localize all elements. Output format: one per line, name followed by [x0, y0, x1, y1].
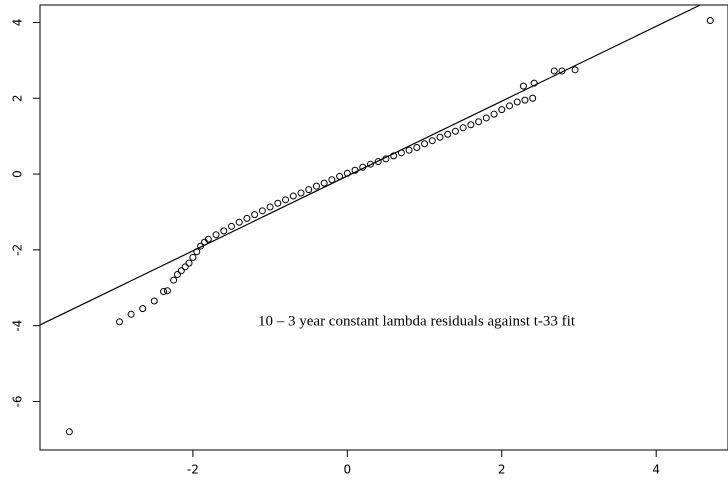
point [451, 127, 459, 135]
annotation: 10 – 3 year constant lambda residuals ag… [258, 313, 576, 329]
point [428, 137, 436, 145]
point [390, 152, 398, 160]
point [65, 428, 73, 436]
x-tick-label: 4 [652, 463, 660, 477]
plot-frame [39, 4, 728, 451]
point [513, 98, 521, 106]
point [530, 79, 538, 87]
point [405, 146, 413, 154]
point [482, 114, 490, 122]
y-tick-label: -6 [11, 395, 25, 407]
point [366, 160, 374, 168]
point [571, 66, 579, 74]
point [305, 186, 313, 194]
y-tick-label: 2 [11, 94, 25, 102]
point [282, 196, 290, 204]
reference-line [39, 4, 701, 326]
point [351, 166, 359, 174]
point [343, 169, 351, 177]
y-tick-label: -4 [11, 320, 25, 332]
point [185, 259, 193, 267]
point [297, 189, 305, 197]
point [235, 218, 243, 226]
point [505, 102, 513, 110]
point [475, 118, 483, 126]
point [220, 227, 228, 235]
point [459, 124, 467, 132]
point [200, 238, 208, 246]
point [181, 263, 189, 271]
point [490, 110, 498, 118]
point [189, 253, 197, 261]
point [163, 287, 171, 295]
point [258, 207, 266, 215]
point [336, 172, 344, 180]
point [436, 133, 444, 141]
point [274, 199, 282, 207]
point [193, 248, 201, 256]
point [139, 305, 147, 313]
point [197, 242, 205, 250]
point [160, 288, 168, 296]
point [529, 94, 537, 102]
point [127, 310, 135, 318]
point [170, 276, 178, 284]
point [413, 144, 421, 152]
point [498, 106, 506, 114]
y-tick-label: -2 [11, 244, 25, 256]
point [251, 211, 259, 219]
point [519, 82, 527, 90]
point [397, 149, 405, 157]
point [227, 222, 235, 230]
point [359, 163, 367, 171]
x-tick-label: 2 [498, 463, 506, 477]
point [421, 140, 429, 148]
point [212, 231, 220, 239]
point [289, 192, 297, 200]
point [177, 267, 185, 275]
x-tick-label: 0 [344, 463, 352, 477]
point [558, 67, 566, 75]
point [204, 235, 212, 243]
point [150, 297, 158, 305]
point [374, 158, 382, 166]
point [328, 176, 336, 184]
point [521, 96, 529, 104]
point [706, 17, 714, 25]
x-tick-label: -2 [187, 463, 199, 477]
point [243, 214, 251, 222]
point [444, 130, 452, 138]
y-tick-label: 4 [11, 19, 25, 27]
point [266, 203, 274, 211]
y-tick-label: 0 [11, 170, 25, 178]
point [550, 67, 558, 75]
point [320, 179, 328, 187]
point [116, 318, 124, 326]
point [382, 155, 390, 163]
point [173, 271, 181, 279]
point [467, 121, 475, 129]
point [312, 182, 320, 190]
